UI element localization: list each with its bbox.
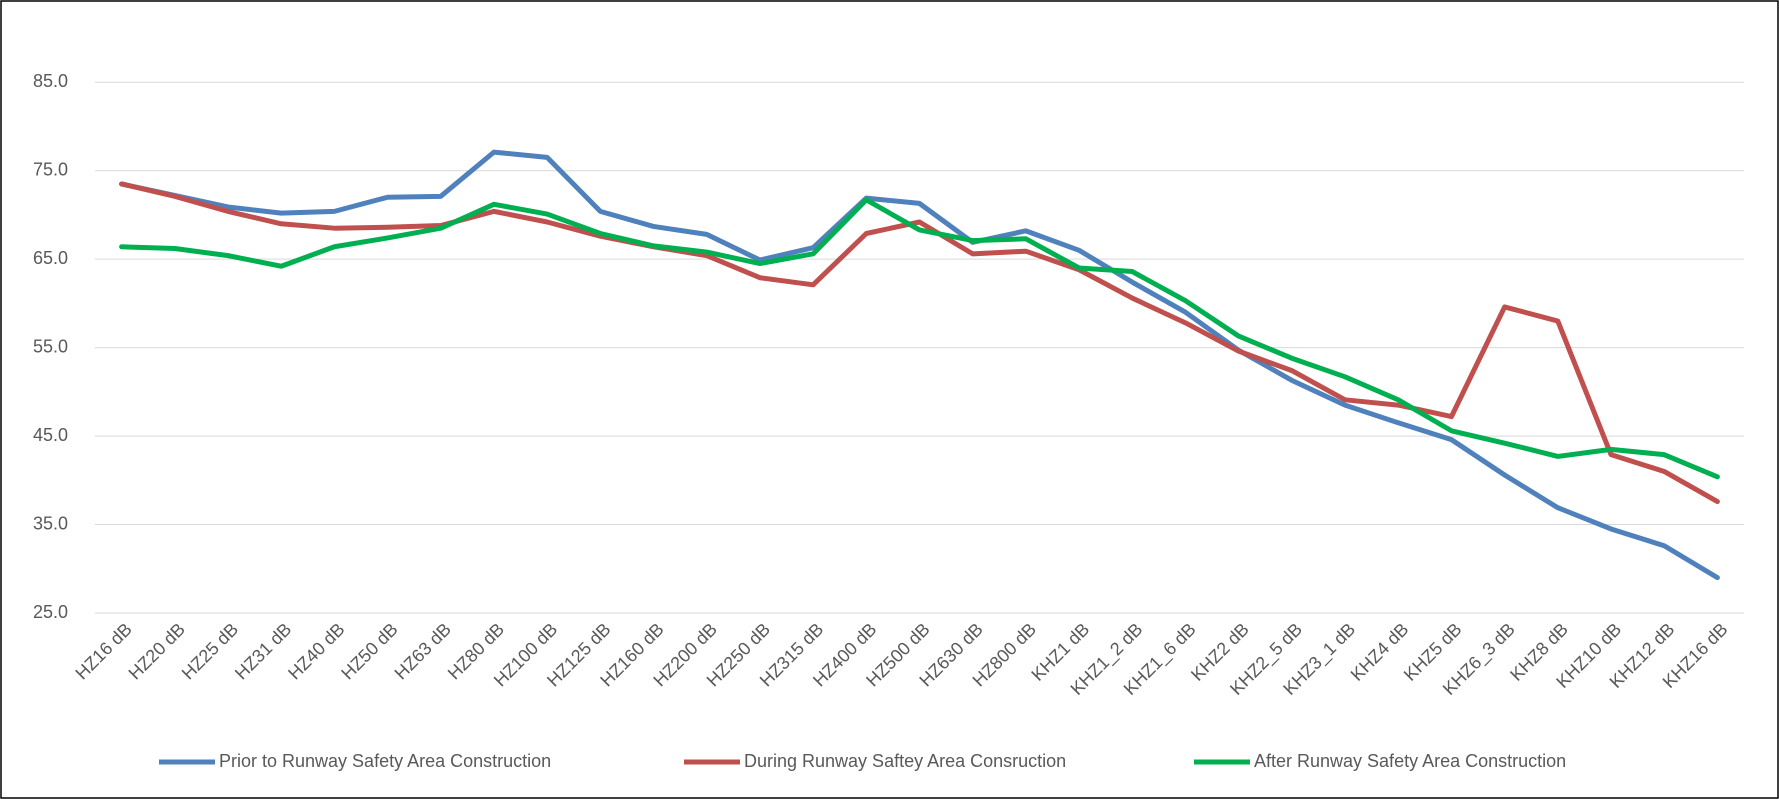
y-tick-label: 25.0 [33, 602, 68, 622]
y-tick-label: 35.0 [33, 513, 68, 533]
y-tick-label: 85.0 [33, 71, 68, 91]
y-tick-label: 75.0 [33, 159, 68, 179]
y-tick-label: 65.0 [33, 248, 68, 268]
legend-label: Prior to Runway Safety Area Construction [219, 751, 551, 771]
legend-label: During Runway Saftey Area Consruction [744, 751, 1066, 771]
series-line [119, 149, 1720, 581]
series-line [119, 197, 1720, 480]
y-tick-label: 45.0 [33, 425, 68, 445]
legend-label: After Runway Safety Area Construction [1254, 751, 1566, 771]
series-line [119, 181, 1720, 505]
y-tick-label: 55.0 [33, 336, 68, 356]
